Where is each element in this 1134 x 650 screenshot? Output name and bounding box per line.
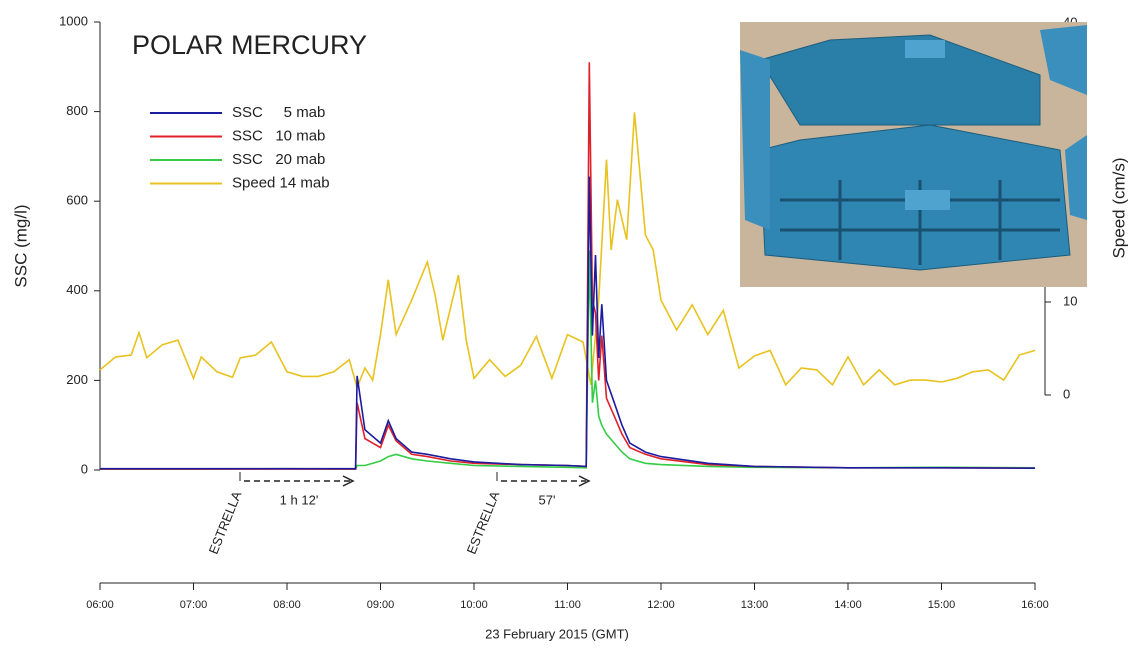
x-tick-label: 09:00 [367,599,395,611]
legend-label: Speed 14 mab [232,174,330,191]
x-tick-label: 12:00 [647,599,675,611]
annotation: 1 h 12' [280,492,319,507]
chart-title: POLAR MERCURY [132,30,367,60]
y-tick-label: 200 [66,372,88,387]
legend-label: SSC 5 mab [232,104,325,121]
x-tick-label: 11:00 [554,599,581,611]
x-tick-label: 15:00 [928,599,956,611]
x-tick-label: 06:00 [86,599,114,611]
annotation: ESTRELLA [206,489,245,557]
annotation: ESTRELLA [464,489,503,557]
x-tick-label: 13:00 [741,599,769,611]
x-tick-label: 07:00 [180,599,208,611]
annotations: ESTRELLA 1 h 12' ESTRELLA 57' [206,472,589,556]
y2-tick-label: 10 [1063,293,1077,308]
x-axis-title: 23 February 2015 (GMT) [485,626,629,641]
x-tick-label: 10:00 [460,599,488,611]
y-tick-label: 800 [66,103,88,118]
photo-shape [905,40,945,58]
photo-shape [905,190,950,210]
y2-axis-title: Speed (cm/s) [1109,157,1128,258]
y-tick-label: 400 [66,282,88,297]
chart: POLAR MERCURY 23 February 2015 (GMT) SSC… [0,0,1134,650]
y-tick-label: 0 [81,461,88,476]
y-tick-label: 600 [66,193,88,208]
y2-tick-label: 0 [1063,386,1070,401]
x-tick-label: 14:00 [834,599,862,611]
x-tick-label: 08:00 [273,599,301,611]
annotation: 57' [539,492,556,507]
legend: SSC 5 mab SSC 10 mab SSC 20 mab Speed 14 ma… [150,104,330,192]
legend-label: SSC 20 mab [232,151,325,168]
legend-label: SSC 10 mab [232,127,325,144]
y-tick-label: 1000 [59,13,88,28]
y-axis-title: SSC (mg/l) [11,204,30,287]
x-tick-label: 16:00 [1021,599,1049,611]
inset-photo [740,22,1087,287]
